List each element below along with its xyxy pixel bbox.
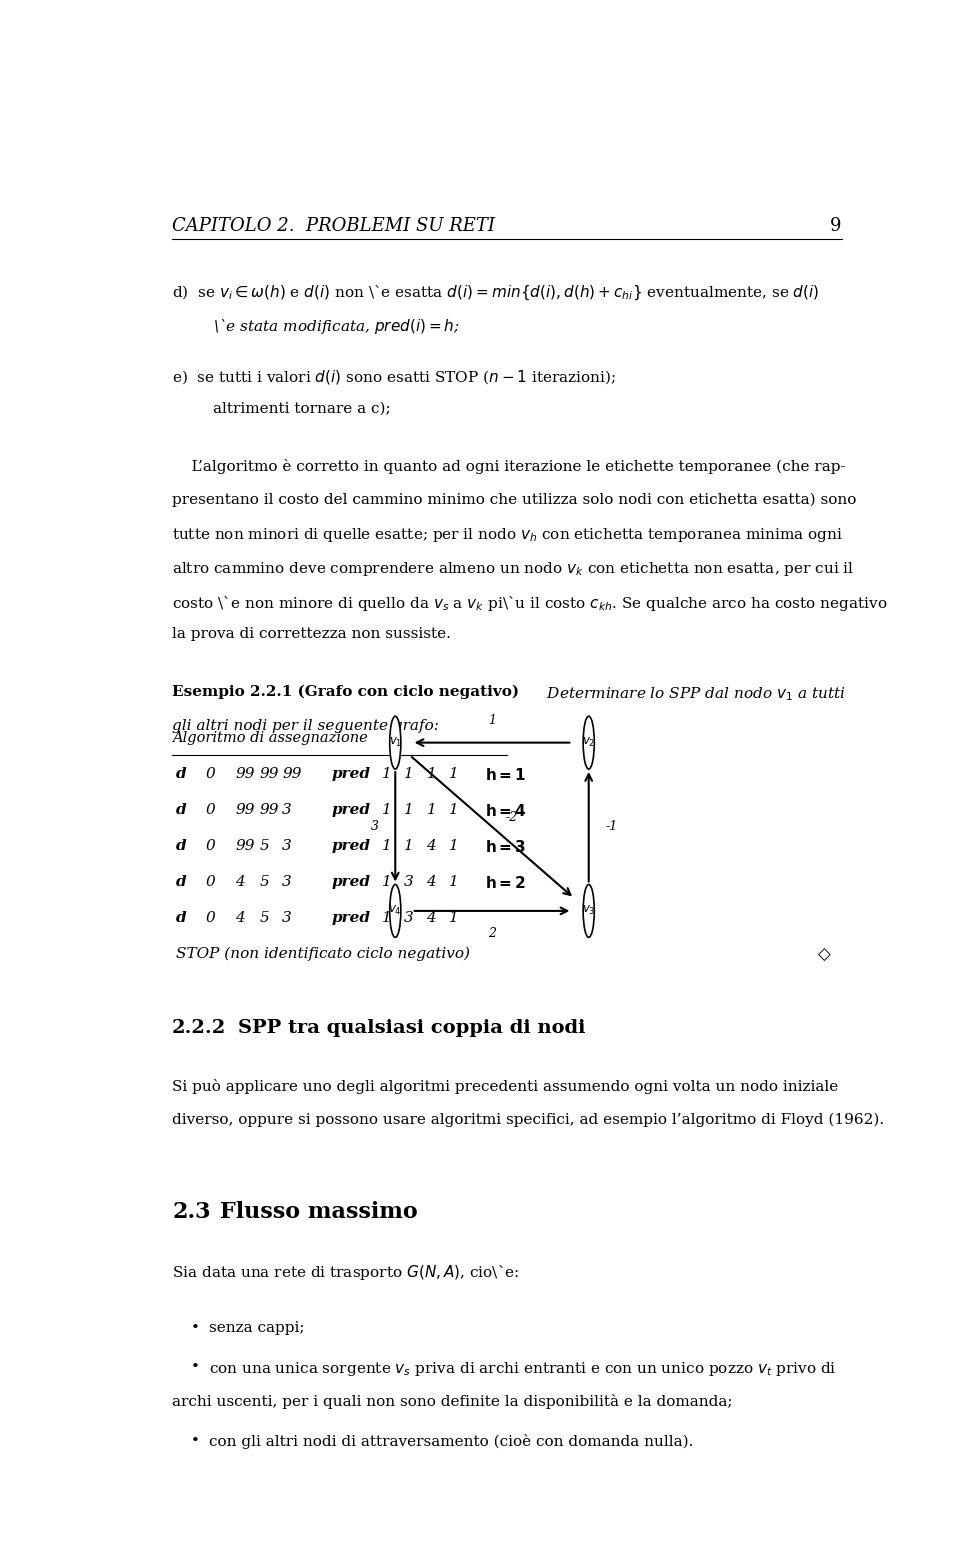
Text: SPP tra qualsiasi coppia di nodi: SPP tra qualsiasi coppia di nodi (237, 1019, 585, 1037)
Text: 3: 3 (282, 912, 292, 926)
Text: 99: 99 (260, 802, 279, 816)
Text: pred: pred (332, 802, 371, 816)
Text: 3: 3 (371, 820, 379, 834)
Text: $\mathbf{h = 2}$: $\mathbf{h = 2}$ (485, 874, 525, 891)
Text: Esempio 2.2.1 (Grafo con ciclo negativo): Esempio 2.2.1 (Grafo con ciclo negativo) (172, 685, 519, 699)
Text: 2.3: 2.3 (172, 1200, 210, 1222)
Text: costo \`e non minore di quello da $v_s$ a $v_k$ pi\`u il costo $c_{kh}$. Se qual: costo \`e non minore di quello da $v_s$ … (172, 593, 888, 612)
Text: tutte non minori di quelle esatte; per il nodo $v_h$ con etichetta temporanea mi: tutte non minori di quelle esatte; per i… (172, 526, 843, 545)
Text: 0: 0 (205, 802, 215, 816)
Text: diverso, oppure si possono usare algoritmi specifici, ad esempio l’algoritmo di : diverso, oppure si possono usare algorit… (172, 1113, 884, 1127)
Text: 1: 1 (488, 713, 496, 727)
Text: -1: -1 (605, 820, 617, 834)
Text: d: d (176, 838, 186, 852)
Text: 99: 99 (235, 802, 254, 816)
Text: 1: 1 (382, 912, 392, 926)
Text: altro cammino deve comprendere almeno un nodo $v_k$ con etichetta non esatta, pe: altro cammino deve comprendere almeno un… (172, 560, 854, 578)
Text: $\mathbf{h = 4}$: $\mathbf{h = 4}$ (485, 802, 526, 818)
Text: 1: 1 (426, 802, 436, 816)
Ellipse shape (390, 716, 401, 770)
Text: 2.2.2: 2.2.2 (172, 1019, 227, 1037)
Text: 1: 1 (404, 766, 414, 780)
Text: d: d (176, 802, 186, 816)
Text: e)  se tutti i valori $d(i)$ sono esatti STOP ($n - 1$ iterazioni);: e) se tutti i valori $d(i)$ sono esatti … (172, 368, 616, 386)
Text: la prova di correttezza non sussiste.: la prova di correttezza non sussiste. (172, 628, 451, 642)
Text: ◇: ◇ (818, 948, 830, 965)
Text: pred: pred (332, 838, 371, 852)
Text: Determinare lo SPP dal nodo $v_1$ a tutti: Determinare lo SPP dal nodo $v_1$ a tutt… (541, 685, 846, 702)
Text: •: • (191, 1321, 200, 1335)
Text: pred: pred (332, 874, 371, 888)
Text: $v_3$: $v_3$ (582, 904, 595, 918)
Text: senza cappi;: senza cappi; (209, 1321, 304, 1335)
Text: d: d (176, 912, 186, 926)
Text: 3: 3 (404, 912, 414, 926)
Text: 2: 2 (488, 927, 496, 940)
Text: 99: 99 (235, 838, 254, 852)
Text: d: d (176, 874, 186, 888)
Text: 4: 4 (235, 912, 245, 926)
Text: 1: 1 (404, 802, 414, 816)
Text: 1: 1 (449, 766, 459, 780)
Text: con gli altri nodi di attraversamento (cioè con domanda nulla).: con gli altri nodi di attraversamento (c… (209, 1433, 694, 1449)
Text: $v_4$: $v_4$ (389, 904, 402, 918)
Text: -2: -2 (505, 810, 517, 824)
Text: archi uscenti, per i quali non sono definite la disponibilità e la domanda;: archi uscenti, per i quali non sono defi… (172, 1394, 732, 1410)
Text: $\mathbf{h = 1}$: $\mathbf{h = 1}$ (485, 766, 526, 782)
Text: $v_2$: $v_2$ (582, 737, 595, 749)
Text: 1: 1 (426, 766, 436, 780)
Text: 4: 4 (235, 874, 245, 888)
Text: 0: 0 (205, 838, 215, 852)
Text: $v_1$: $v_1$ (389, 737, 402, 749)
Text: •: • (191, 1361, 200, 1374)
Text: CAPITOLO 2.  PROBLEMI SU RETI: CAPITOLO 2. PROBLEMI SU RETI (172, 217, 495, 236)
Text: 9: 9 (830, 217, 842, 236)
Text: 1: 1 (382, 802, 392, 816)
Text: L’algoritmo è corretto in quanto ad ogni iterazione le etichette temporanee (che: L’algoritmo è corretto in quanto ad ogni… (172, 459, 846, 475)
Text: •: • (191, 1433, 200, 1447)
Text: 3: 3 (282, 802, 292, 816)
Text: \`e stata modificata, $pred(i) = h$;: \`e stata modificata, $pred(i) = h$; (213, 317, 460, 336)
Text: pred: pred (332, 766, 371, 780)
Text: Si può applicare uno degli algoritmi precedenti assumendo ogni volta un nodo ini: Si può applicare uno degli algoritmi pre… (172, 1079, 838, 1094)
Ellipse shape (583, 885, 594, 937)
Ellipse shape (390, 885, 401, 937)
Ellipse shape (583, 716, 594, 770)
Text: 1: 1 (382, 838, 392, 852)
Text: STOP (non identificato ciclo negativo): STOP (non identificato ciclo negativo) (176, 948, 469, 962)
Text: $\mathbf{h = 3}$: $\mathbf{h = 3}$ (485, 838, 525, 855)
Text: 1: 1 (449, 802, 459, 816)
Text: d)  se $v_i \in \omega(h)$ e $d(i)$ non \`e esatta $d(i) = min\{d(i), d(h) + c_{: d) se $v_i \in \omega(h)$ e $d(i)$ non \… (172, 284, 820, 301)
Text: altrimenti tornare a c);: altrimenti tornare a c); (213, 401, 391, 415)
Text: Flusso massimo: Flusso massimo (221, 1200, 419, 1222)
Text: 1: 1 (449, 838, 459, 852)
Text: 1: 1 (382, 766, 392, 780)
Text: 1: 1 (404, 838, 414, 852)
Text: 99: 99 (235, 766, 254, 780)
Text: 0: 0 (205, 766, 215, 780)
Text: Sia data una rete di trasporto $G(N, A)$, cio\`e:: Sia data una rete di trasporto $G(N, A)$… (172, 1263, 519, 1282)
Text: 1: 1 (382, 874, 392, 888)
Text: 5: 5 (260, 912, 270, 926)
Text: 5: 5 (260, 874, 270, 888)
Text: 1: 1 (449, 912, 459, 926)
Text: pred: pred (332, 912, 371, 926)
Text: gli altri nodi per il seguente grafo:: gli altri nodi per il seguente grafo: (172, 718, 439, 732)
Text: 99: 99 (260, 766, 279, 780)
Text: d: d (176, 766, 186, 780)
Text: 4: 4 (426, 912, 436, 926)
Text: 0: 0 (205, 912, 215, 926)
Text: 3: 3 (282, 838, 292, 852)
Text: 99: 99 (282, 766, 301, 780)
Text: 4: 4 (426, 874, 436, 888)
Text: Algoritmo di assegnazione: Algoritmo di assegnazione (172, 731, 368, 745)
Text: 0: 0 (205, 874, 215, 888)
Text: 3: 3 (282, 874, 292, 888)
Text: presentano il costo del cammino minimo che utilizza solo nodi con etichetta esat: presentano il costo del cammino minimo c… (172, 493, 856, 507)
Text: 4: 4 (426, 838, 436, 852)
Text: con una unica sorgente $v_s$ priva di archi entranti e con un unico pozzo $v_t$ : con una unica sorgente $v_s$ priva di ar… (209, 1361, 837, 1378)
Text: 5: 5 (260, 838, 270, 852)
Text: 3: 3 (404, 874, 414, 888)
Text: 1: 1 (449, 874, 459, 888)
